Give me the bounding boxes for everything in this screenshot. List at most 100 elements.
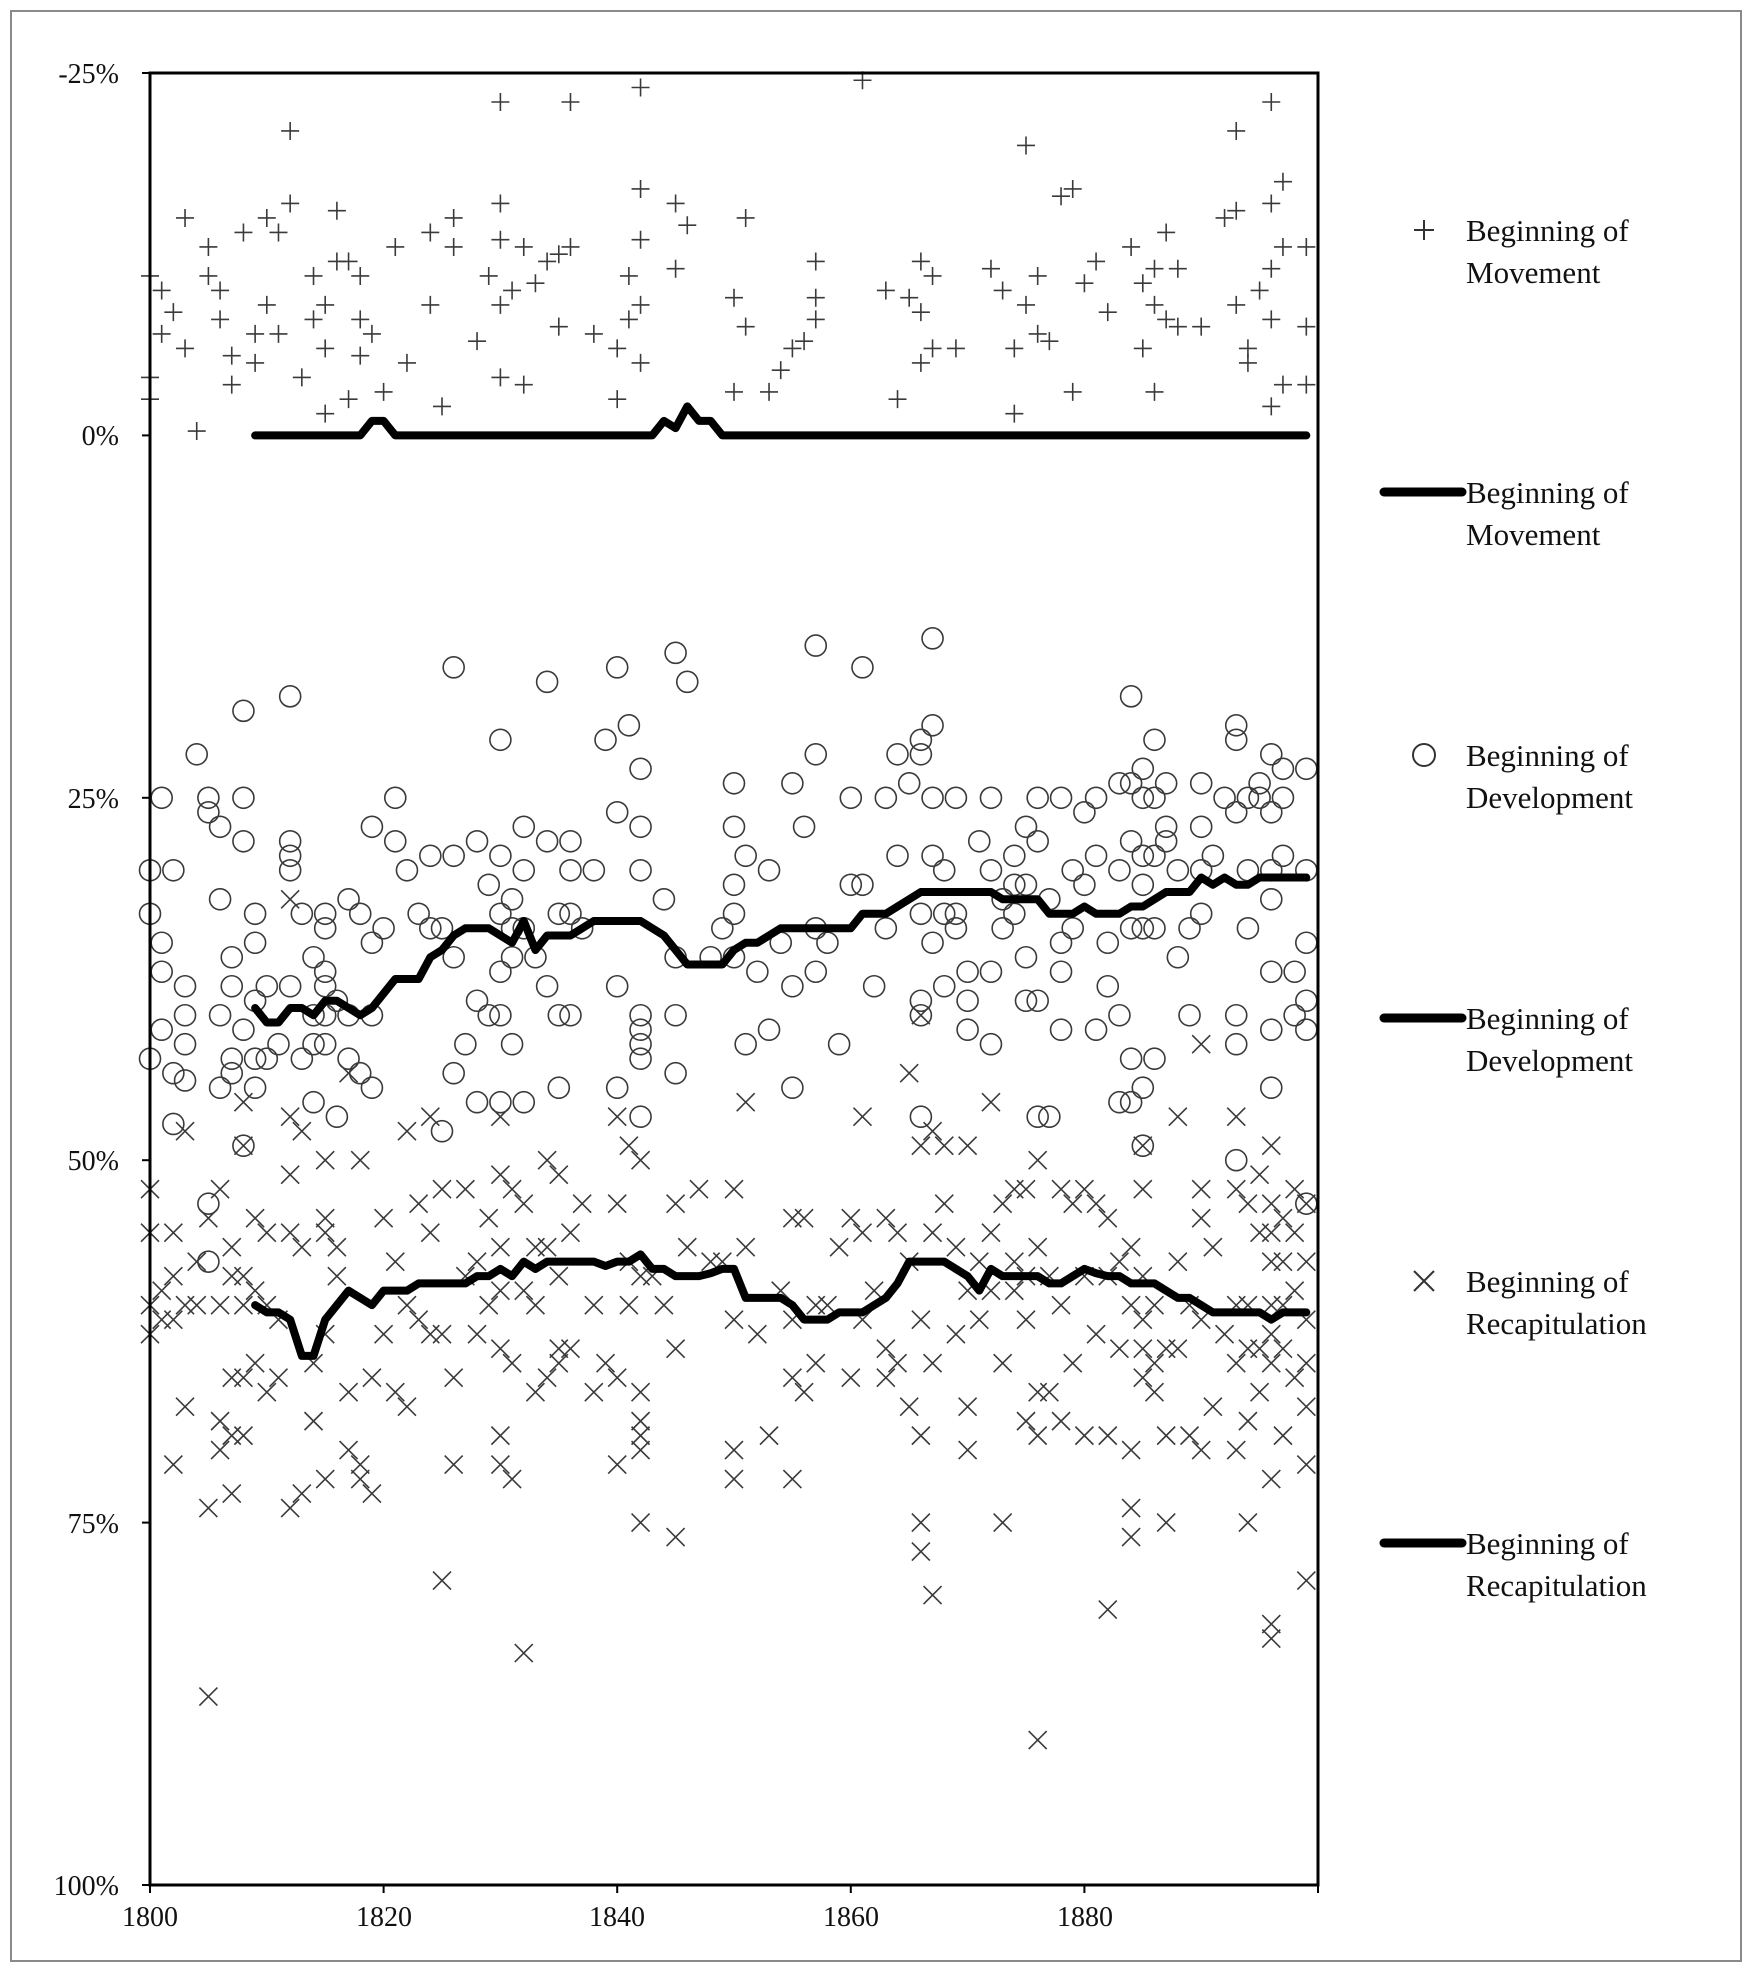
recapitulation-point	[385, 1252, 405, 1272]
development-point	[1189, 772, 1213, 795]
movement-point	[631, 353, 650, 372]
recapitulation-point	[630, 1411, 651, 1431]
movement-point	[316, 404, 335, 423]
development-point	[932, 858, 956, 882]
development-point	[909, 728, 933, 752]
movement-point	[1192, 317, 1211, 336]
development-point	[1026, 989, 1049, 1013]
development-point	[232, 829, 255, 853]
development-point	[360, 1076, 384, 1100]
movement-point	[619, 266, 638, 285]
development-point	[722, 873, 746, 897]
recapitulation-point	[1074, 1179, 1094, 1199]
recapitulation-point	[1296, 1455, 1316, 1475]
recapitulation-point	[841, 1208, 861, 1228]
movement-point	[795, 332, 814, 351]
development-point	[629, 858, 652, 882]
recapitulation-point	[549, 1165, 569, 1185]
recapitulation-point	[1261, 1469, 1281, 1489]
recapitulation-point	[946, 1324, 966, 1344]
recapitulation-point	[1296, 1397, 1316, 1417]
recapitulation-point	[175, 1397, 195, 1417]
x-axis: 1800 1820 1840 1860 1880	[122, 1885, 1319, 1933]
movement-point	[678, 216, 697, 235]
development-point	[1038, 1105, 1061, 1129]
recapitulation-point	[210, 1411, 230, 1431]
development-point	[932, 902, 956, 926]
development-point	[921, 714, 944, 737]
movement-point	[608, 339, 627, 358]
recapitulation-point	[1121, 1237, 1141, 1257]
recapitulation-point	[922, 1353, 943, 1373]
development-point	[302, 1032, 325, 1056]
movement-point	[292, 368, 311, 387]
development-point	[243, 902, 267, 926]
x-tick-label: 1800	[122, 1902, 178, 1933]
recapitulation-point	[315, 1469, 335, 1489]
movement-point	[1122, 237, 1141, 256]
movement-point	[1157, 223, 1176, 242]
development-point	[1224, 800, 1248, 824]
development-point	[278, 858, 302, 882]
recapitulation-point	[245, 1353, 265, 1373]
development-point	[851, 656, 874, 679]
development-point	[1143, 786, 1166, 810]
recapitulation-point	[397, 1397, 417, 1417]
recapitulation-point	[619, 1136, 639, 1156]
development-point	[477, 873, 501, 897]
development-point	[547, 1003, 571, 1027]
recapitulation-point	[362, 1368, 382, 1388]
recapitulation-point	[958, 1136, 978, 1156]
development-point	[1026, 1105, 1049, 1129]
movement-point	[1075, 274, 1094, 293]
development-point	[1108, 1003, 1131, 1027]
development-point	[1201, 844, 1225, 868]
movement-point	[479, 266, 498, 285]
moving-average-line	[251, 402, 1311, 440]
movement-point	[152, 281, 171, 300]
recapitulation-point	[630, 1382, 651, 1402]
development-point	[722, 902, 746, 926]
development-point	[1224, 1003, 1248, 1027]
development-point	[395, 858, 419, 882]
development-point	[1096, 931, 1120, 955]
movement-point	[736, 317, 755, 336]
recapitulation-point	[1261, 1353, 1281, 1373]
recapitulation-point	[1144, 1382, 1165, 1402]
development-point	[1108, 1090, 1131, 1114]
development-point	[465, 1090, 489, 1114]
legend-item-development-points: Beginning of Development	[1412, 738, 1633, 815]
development-point	[1259, 1076, 1283, 1100]
recapitulation-point	[981, 1092, 1001, 1112]
development-point	[220, 974, 244, 998]
development-point	[1131, 844, 1155, 868]
recapitulation-point	[630, 1426, 651, 1446]
movement-point	[351, 310, 370, 329]
y-tick-label: 50%	[68, 1146, 119, 1177]
development-point	[278, 974, 302, 998]
legend-label: Beginning of	[1466, 475, 1629, 510]
recapitulation-point	[607, 1368, 627, 1388]
movement-point	[1273, 375, 1292, 394]
development-point	[547, 1076, 571, 1100]
development-point	[1143, 1047, 1166, 1071]
recapitulation-point	[292, 1484, 312, 1504]
development-point	[1224, 728, 1248, 752]
recapitulation-point	[1121, 1440, 1141, 1460]
x-tick-label: 1880	[1057, 1902, 1113, 1933]
movement-point	[771, 361, 790, 380]
movement-point	[1098, 303, 1117, 322]
movement-point	[876, 281, 895, 300]
development-point	[956, 1018, 979, 1042]
development-point	[1026, 829, 1049, 853]
development-point	[208, 887, 232, 911]
development-point	[419, 844, 442, 868]
development-point	[489, 960, 512, 984]
recapitulation-point	[210, 1440, 230, 1460]
development-point	[921, 931, 944, 955]
recapitulation-point	[152, 1281, 172, 1301]
recapitulation-point	[852, 1223, 873, 1243]
development-point	[1131, 1134, 1155, 1158]
development-point	[1108, 858, 1131, 882]
development-point	[1049, 931, 1073, 955]
